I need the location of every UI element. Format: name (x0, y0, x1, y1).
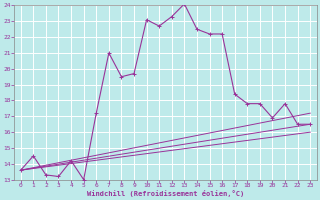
X-axis label: Windchill (Refroidissement éolien,°C): Windchill (Refroidissement éolien,°C) (87, 190, 244, 197)
